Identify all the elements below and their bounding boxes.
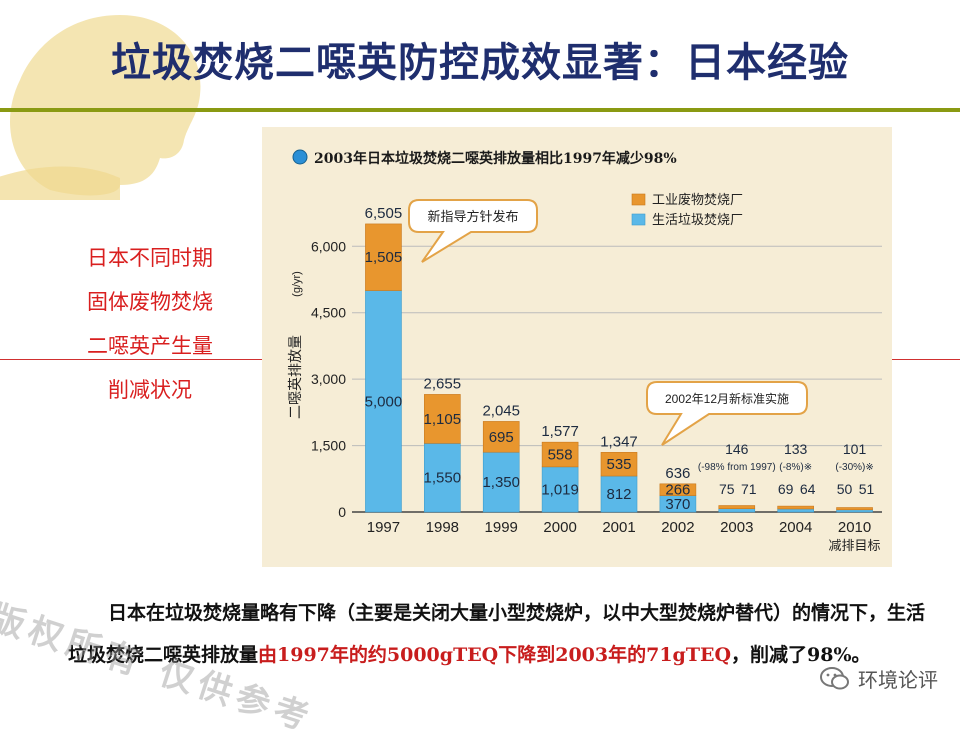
total-label: 1,577 [541, 423, 579, 440]
data-label-municipal: 812 [606, 486, 631, 503]
slide-title: 垃圾焚烧二噁英防控成效显著：日本经验 [111, 40, 849, 86]
x-tick-label: 2010 [838, 519, 871, 536]
total-change-note: (-30%)※ [835, 462, 873, 473]
data-label-municipal: 1,350 [482, 474, 520, 491]
x-tick-label: 2003 [720, 519, 753, 536]
chart-title: 2003年日本垃圾焚烧二噁英排放量相比1997年减少98% [314, 150, 677, 167]
data-label-municipal: 69 [778, 481, 794, 497]
y-tick-label: 3,000 [311, 371, 346, 387]
bar-municipal [541, 466, 579, 513]
bar-industrial [659, 483, 697, 496]
x-tick-label: 2000 [543, 519, 576, 536]
y-tick-label: 0 [338, 504, 346, 520]
bar-industrial [777, 505, 814, 510]
chart-title-bullet-icon [292, 149, 308, 165]
data-label-municipal: 50 [837, 481, 853, 497]
x-tick-label: 2002 [661, 519, 694, 536]
y-tick-label: 6,000 [311, 238, 346, 254]
bar-municipal [718, 508, 756, 513]
side-label-line-1: 日本不同时期 [87, 246, 213, 270]
data-label-municipal: 5,000 [365, 393, 403, 410]
x-tick-label: 2001 [602, 519, 635, 536]
annotation-new-standard-bubble [646, 381, 808, 446]
x-tick-sublabel: 减排目标 [829, 538, 881, 553]
total-label: 146 [725, 441, 749, 457]
total-label: 636 [665, 465, 690, 482]
total-change-note: (-8%)※ [779, 462, 812, 473]
body-paragraph: 日本在垃圾焚烧量略有下降（主要是关闭大量小型焚烧炉，以中大型焚烧炉替代）的情况下… [68, 592, 928, 676]
title-divider [0, 108, 960, 112]
bar-industrial [718, 505, 756, 509]
total-label: 101 [843, 441, 867, 457]
data-label-municipal: 1,019 [541, 481, 579, 498]
data-label-municipal: 370 [665, 496, 690, 513]
data-label-municipal: 1,550 [424, 470, 462, 487]
annotation-new-standard-text: 2002年12月新标准实施 [665, 391, 789, 406]
brand-name: 环境论评 [858, 668, 938, 692]
body-text-highlight: 由1997年的约5000gTEQ下降到2003年的71gTEQ [258, 644, 732, 666]
bar-municipal [424, 443, 461, 513]
bar-municipal [777, 508, 814, 513]
chart-panel: 2003年日本垃圾焚烧二噁英排放量相比1997年减少98% 0 1,500 3,000… [262, 127, 892, 567]
data-label-municipal: 75 [719, 481, 735, 497]
bar-industrial [482, 421, 520, 453]
data-label-industrial: 695 [489, 429, 514, 446]
data-label-industrial: 71 [741, 481, 757, 497]
legend-swatch-municipal [631, 213, 646, 226]
x-tick-label: 1998 [426, 519, 459, 536]
total-label: 2,045 [482, 402, 520, 419]
data-label-industrial: 1,505 [365, 249, 403, 266]
bar-municipal [836, 509, 873, 513]
bar-industrial [424, 394, 461, 444]
bar-industrial [541, 441, 579, 468]
y-axis-label: 二噁英排放量 [287, 335, 303, 419]
brand-badge: 环境论评 [820, 664, 938, 693]
side-label: 日本不同时期 固体废物焚烧 二噁英产生量 削减状况 [40, 236, 260, 412]
legend-swatch-industrial [631, 193, 646, 206]
data-label-industrial: 1,105 [424, 411, 462, 428]
body-text-part-3: ，削减了98%。 [731, 644, 871, 666]
dioxin-emission-chart: 2003年日本垃圾焚烧二噁英排放量相比1997年减少98% 0 1,500 3,000… [287, 149, 882, 553]
annotation-guideline-bubble [408, 199, 538, 263]
data-label-industrial: 51 [859, 481, 875, 497]
legend-label-municipal: 生活垃圾焚烧厂 [652, 212, 743, 227]
data-label-industrial: 558 [548, 447, 573, 464]
bar-municipal [600, 475, 638, 513]
total-label: 1,347 [600, 433, 638, 450]
total-change-note: (-98% from 1997) [698, 462, 776, 473]
bar-industrial [365, 223, 402, 291]
bar-industrial [836, 507, 873, 511]
x-tick-label: 2004 [779, 519, 812, 536]
y-axis-unit: (g/yr) [291, 271, 303, 297]
side-label-line-4: 削减状况 [108, 378, 192, 402]
wechat-icon [820, 666, 849, 689]
annotation-guideline-text: 新指导方针发布 [427, 209, 518, 224]
data-label-industrial: 535 [606, 456, 631, 473]
y-tick-label: 4,500 [311, 305, 346, 321]
total-label: 6,505 [365, 205, 403, 222]
total-label: 133 [784, 441, 808, 457]
side-label-line-3: 二噁英产生量 [87, 334, 213, 358]
x-tick-label: 1999 [485, 519, 518, 536]
bar-industrial [600, 452, 638, 477]
head-silhouette-decoration [0, 15, 201, 200]
total-label: 2,655 [424, 375, 462, 392]
body-text-part-1: 日本在垃圾焚烧量略有下降（主要是关闭大量小型焚烧炉，以中大型焚烧炉替代）的情况下… [68, 602, 926, 666]
y-tick-label: 1,500 [311, 438, 346, 454]
data-label-industrial: 266 [665, 482, 690, 499]
data-label-industrial: 64 [800, 481, 816, 497]
side-label-line-2: 固体废物焚烧 [87, 290, 213, 314]
bar-municipal [482, 451, 520, 513]
x-tick-label: 1997 [367, 519, 400, 536]
legend-label-industrial: 工业废物焚烧厂 [652, 192, 743, 207]
